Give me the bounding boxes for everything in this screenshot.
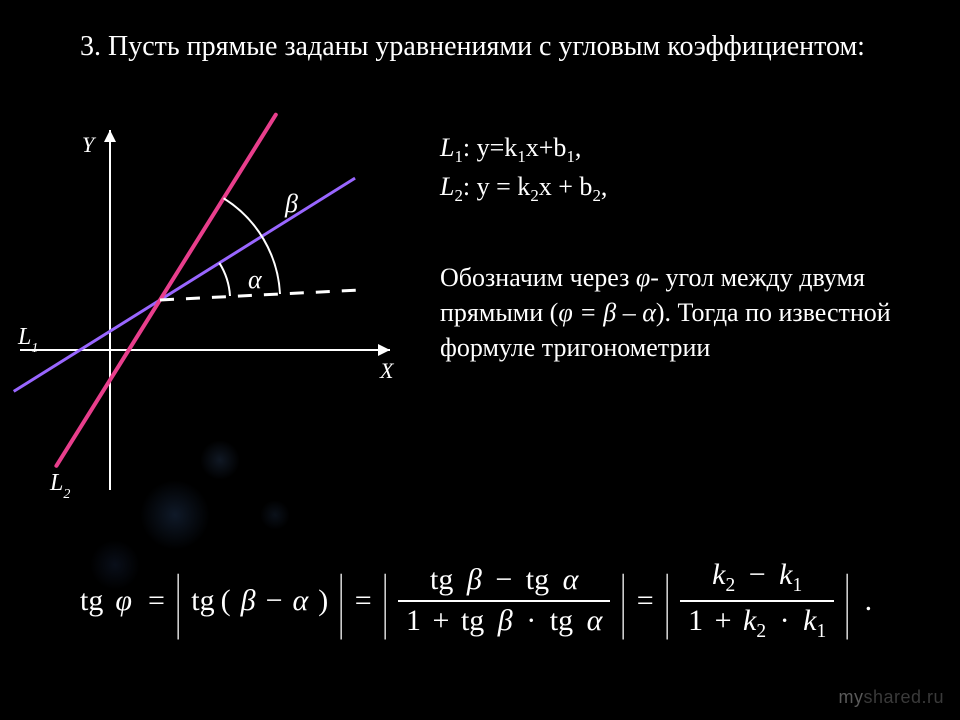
eq-L2-kidx: 2	[530, 186, 538, 205]
f-eq-3: =	[637, 584, 654, 618]
f-rp: )	[318, 584, 328, 618]
f-one-2: 1	[688, 604, 703, 637]
eq-L1-kidx: 1	[517, 147, 525, 166]
watermark: myshared.ru	[838, 687, 944, 708]
f-k1n-idx: 1	[792, 575, 802, 596]
eq-L1-mid: x+b	[526, 133, 567, 162]
eq-L1-bidx: 1	[566, 147, 574, 166]
svg-text:α: α	[248, 265, 263, 294]
f-tg-3: tg	[430, 563, 453, 596]
f-one-1: 1	[406, 604, 421, 637]
eq-L2-tail: ,	[601, 172, 608, 201]
eq-L1-body: : y=k	[463, 133, 517, 162]
f-plus-1: +	[433, 604, 450, 637]
eq-L1-tail: ,	[575, 133, 582, 162]
eq-L2-idx: 2	[454, 186, 462, 205]
f-minus-2: −	[495, 563, 512, 596]
f-tg-5: tg	[461, 604, 484, 637]
eq-L2-mid: x + b	[539, 172, 593, 201]
f-k2d: k	[743, 604, 756, 637]
eq-L1-L: L	[440, 133, 454, 162]
f-beta-1: β	[241, 584, 256, 618]
svg-text:β: β	[284, 189, 298, 218]
graph: YXαβL1L2	[10, 120, 430, 540]
f-dot-2: ·	[780, 604, 790, 637]
f-frac-2: k2 − k1 1 + k2 · k1	[680, 556, 834, 645]
f-k1d-idx: 1	[816, 621, 826, 642]
line-equations: L1: y=k1x+b1, L2: y = k2x + b2,	[440, 130, 607, 208]
para-rel: φ = β – α	[558, 298, 656, 327]
f-frac-1: tg β − tg α 1 + tg β · tg α	[398, 561, 610, 640]
f-eq-1: =	[148, 584, 165, 618]
f-period: .	[865, 584, 873, 618]
f-minus-3: −	[749, 558, 766, 591]
f-beta-2: β	[467, 563, 482, 596]
f-tg-6: tg	[550, 604, 573, 637]
watermark-rest: shared.ru	[863, 687, 944, 707]
svg-text:Y: Y	[82, 132, 97, 157]
eq-L1-idx: 1	[454, 147, 462, 166]
explanation-paragraph: Обозначим через φ- угол между двумя прям…	[440, 260, 920, 365]
f-k2n: k	[712, 558, 725, 591]
f-alpha-3: α	[587, 604, 603, 637]
f-eq-2: =	[355, 584, 372, 618]
f-k2d-idx: 2	[756, 621, 766, 642]
equation-L2: L2: y = k2x + b2,	[440, 169, 607, 208]
para-phi: φ	[636, 263, 650, 292]
f-tg-4: tg	[526, 563, 549, 596]
equation-L1: L1: y=k1x+b1,	[440, 130, 607, 169]
f-k1n: k	[779, 558, 792, 591]
f-k2n-idx: 2	[725, 575, 735, 596]
tangent-formula: tg φ = | tg ( β − α ) | = | tg β − tg α	[80, 556, 920, 645]
watermark-my: my	[838, 687, 863, 707]
graph-svg: YXαβL1L2	[10, 120, 430, 540]
f-abs-r1: |	[339, 568, 344, 633]
f-alpha-1: α	[293, 584, 309, 618]
eq-L2-L: L	[440, 172, 454, 201]
f-abs-l3: |	[664, 568, 669, 633]
heading-text: 3. Пусть прямые заданы уравнениями с угл…	[80, 28, 900, 66]
f-abs-r2: |	[621, 568, 626, 633]
f-plus-2: +	[715, 604, 732, 637]
para-part1: Обозначим через	[440, 263, 636, 292]
f-minus-1: −	[266, 584, 283, 618]
f-alpha-2: α	[563, 563, 579, 596]
f-abs-l1: |	[176, 568, 181, 633]
f-abs-r3: |	[845, 568, 850, 633]
eq-L2-body: : y = k	[463, 172, 530, 201]
f-tg-1: tg	[80, 584, 103, 618]
eq-L2-bidx: 2	[592, 186, 600, 205]
f-abs-l2: |	[382, 568, 387, 633]
f-beta-3: β	[498, 604, 513, 637]
f-lp: (	[221, 584, 231, 618]
slide: 3. Пусть прямые заданы уравнениями с угл…	[0, 0, 960, 720]
svg-text:X: X	[379, 358, 395, 383]
f-tg-2: tg	[191, 584, 214, 618]
f-phi: φ	[115, 584, 132, 618]
svg-text:L2: L2	[49, 470, 70, 502]
f-dot-1: ·	[526, 604, 536, 637]
f-k1d: k	[803, 604, 816, 637]
